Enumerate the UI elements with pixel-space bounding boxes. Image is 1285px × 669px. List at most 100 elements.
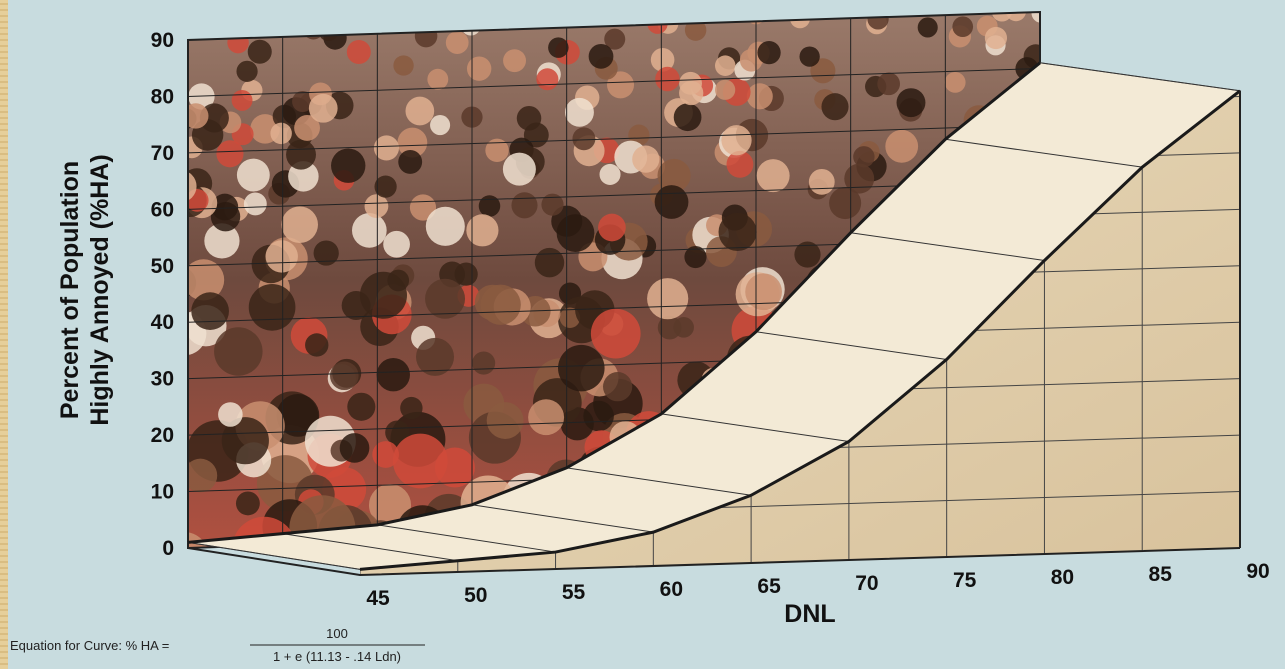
crowd-head [400,396,423,420]
y-tick-label: 0 [162,537,174,560]
crowd-head [405,96,435,126]
crowd-head [647,278,689,320]
crowd-head [430,115,451,136]
crowd-head [308,93,338,123]
x-tick-label: 80 [1051,566,1074,589]
crowd-head [594,12,615,26]
crowd-head [374,175,397,198]
crowd-head [516,106,542,131]
surface-line [377,524,556,553]
crowd-head [602,372,633,402]
y-tick-label: 90 [151,29,174,52]
crowd-head [247,39,272,64]
crowd-head [425,278,466,319]
y-tick-label: 10 [151,481,174,504]
crowd-head [655,66,680,92]
crowd-head [657,158,691,193]
crowd-head [756,159,790,193]
crowd-head [745,273,782,311]
crowd-head [227,31,249,54]
crowd-head [511,192,538,219]
crowd-head [559,307,581,328]
crowd-head [1031,12,1040,23]
plot [187,10,1242,577]
crowd-head [565,97,594,127]
crowd-head [944,71,966,93]
crowd-head [359,271,407,319]
crowd-head [191,292,229,330]
surface-line [661,413,849,442]
crowd-head [984,26,1008,50]
crowd-head [231,89,253,111]
crowd-head [952,16,974,38]
crowd-head [445,31,469,54]
crowd-head [330,361,359,391]
y-tick-label: 60 [151,198,174,221]
crowd-head [397,127,428,158]
crowd-head [548,37,569,58]
crowd-head [867,12,889,30]
crowd-head [385,420,410,445]
crowd-head [276,394,320,437]
crowd-head [236,158,270,192]
crowd-head [218,402,243,427]
crowd-head [211,193,239,221]
surface-line [850,232,1045,261]
crowd-head [318,20,339,42]
crowd-head [572,127,596,151]
crowd-head [393,55,414,76]
crowd-head [243,192,267,216]
crowd-head [347,392,376,421]
crowd-head [684,245,707,269]
crowd-head [485,138,509,163]
crowd-head [460,15,481,36]
crowd-head [799,46,820,67]
crowd-head [541,193,564,216]
grid-line [187,124,1041,154]
crowd-head [715,79,736,100]
crowd-head [216,140,244,168]
crowd-head [368,484,412,527]
crowd-head [265,240,298,273]
side-face [360,90,1240,576]
crowd-head [416,337,455,376]
crowd-head [739,49,763,72]
crowd-head [235,491,260,516]
crowd-head [476,12,497,31]
crowd-head [221,417,269,465]
crowd-head [896,88,926,118]
crowd-head [673,316,694,338]
crowd-head [758,12,779,22]
crowd-head [684,19,707,41]
crowd-head [632,145,660,173]
x-tick-label: 85 [1149,563,1173,586]
x-tick-label: 50 [464,584,487,607]
crowd-head [364,194,389,218]
crowd-head [188,16,203,38]
crowd-head [376,358,410,392]
equation-numerator: 100 [326,626,348,641]
crowd-head [398,149,423,174]
x-tick-label: 70 [855,572,878,595]
crowd-head [726,150,754,178]
crowd-head [558,344,605,392]
x-tick-label: 45 [366,587,390,610]
crowd-head [714,55,736,76]
crowd-head [746,83,773,110]
crowd-head [372,441,400,468]
crowd-head [292,90,314,113]
crowd-head [466,56,492,81]
crowd-head [188,103,209,129]
x-axis-title: DNL [784,600,835,628]
crowd-head [425,206,465,246]
equation-denominator: 1 + e (11.13 - .14 Ldn) [273,649,401,664]
y-tick-label: 70 [151,142,174,165]
floor-edge [187,547,1241,577]
crowd-head [288,161,319,192]
crowd-head [270,122,292,145]
crowd-head [650,48,675,72]
crowd-head [583,400,614,432]
crowd-head [528,399,565,436]
x-tick-label: 60 [660,578,683,601]
